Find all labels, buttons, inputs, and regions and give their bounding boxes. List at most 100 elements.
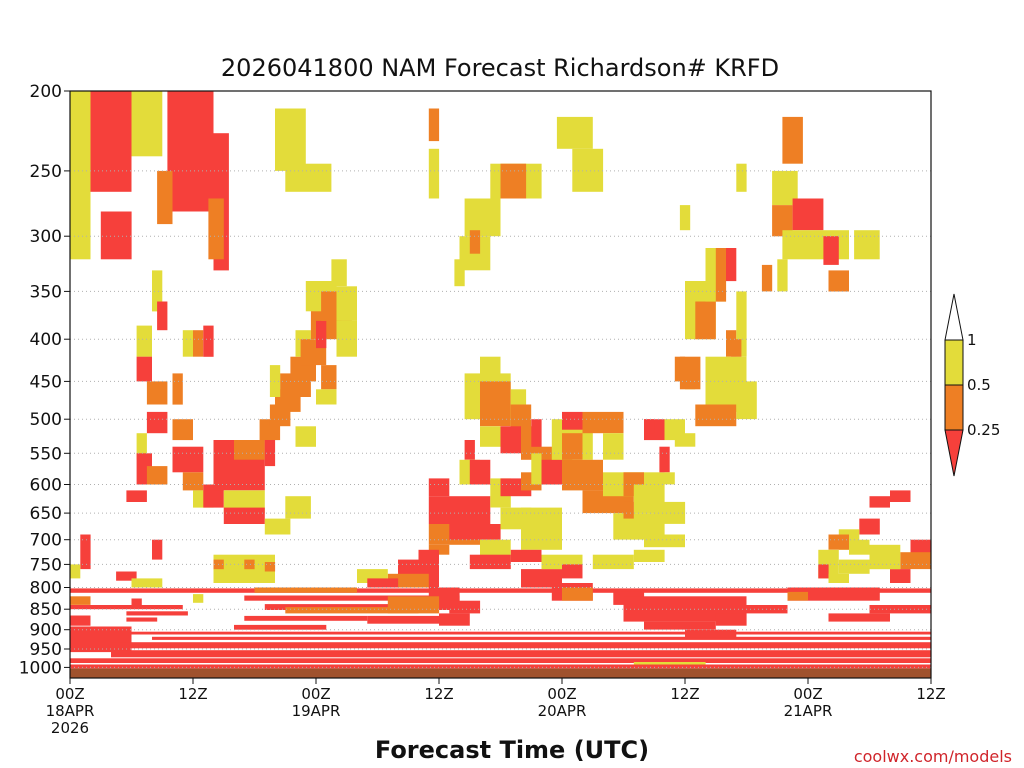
heatmap-cell bbox=[603, 433, 624, 460]
heatmap-cell bbox=[70, 664, 931, 669]
heatmap-cell bbox=[182, 330, 194, 357]
heatmap-cell bbox=[582, 411, 624, 434]
heatmap-cell bbox=[736, 291, 747, 357]
heatmap-cell bbox=[172, 446, 204, 473]
heatmap-cell bbox=[367, 615, 460, 624]
heatmap-cell bbox=[500, 426, 521, 454]
heatmap-cell bbox=[715, 248, 727, 302]
heatmap-cell bbox=[264, 518, 291, 535]
heatmap-cell bbox=[295, 426, 316, 447]
heatmap-cell bbox=[70, 658, 931, 663]
x-tick-label: 20APR bbox=[538, 702, 587, 720]
y-tick-label: 300 bbox=[30, 227, 62, 247]
y-tick-label: 850 bbox=[30, 600, 62, 620]
x-tick-label: 2026 bbox=[51, 719, 89, 737]
x-tick-label: 00Z bbox=[301, 685, 330, 703]
x-tick-label: 19APR bbox=[292, 702, 341, 720]
ground-fill bbox=[70, 668, 931, 678]
x-tick-label: 00Z bbox=[547, 685, 576, 703]
y-tick-label: 350 bbox=[30, 282, 62, 302]
y-tick-label: 650 bbox=[30, 504, 62, 524]
heatmap-cell bbox=[910, 539, 931, 555]
x-axis-label: Forecast Time (UTC) bbox=[375, 736, 649, 764]
heatmap-cell bbox=[336, 286, 357, 321]
heatmap-cell bbox=[316, 389, 337, 405]
heatmap-cell bbox=[182, 472, 204, 491]
heatmap-cell bbox=[854, 230, 880, 260]
heatmap-cell bbox=[167, 91, 214, 212]
heatmap-cell bbox=[244, 595, 460, 601]
heatmap-cell bbox=[136, 325, 152, 357]
heatmap-cell bbox=[126, 490, 147, 502]
heatmap-cell bbox=[331, 259, 347, 287]
heatmap-cell bbox=[761, 264, 773, 292]
heatmap-cell bbox=[157, 170, 173, 225]
heatmap-cell bbox=[275, 108, 306, 171]
heatmap-cell bbox=[464, 198, 501, 237]
heatmap-cell bbox=[116, 571, 137, 581]
x-tick-label: 00Z bbox=[55, 685, 84, 703]
heatmap-cell bbox=[679, 205, 691, 231]
heatmap-cell bbox=[285, 163, 332, 192]
heatmap-cell bbox=[644, 621, 716, 630]
legend-swatch-yellow bbox=[944, 339, 964, 386]
legend-swatch-orange bbox=[944, 384, 964, 431]
heatmap-cell bbox=[111, 650, 931, 658]
heatmap-cell bbox=[869, 605, 931, 614]
heatmap-cell bbox=[480, 539, 511, 560]
heatmap-cell bbox=[562, 564, 583, 579]
heatmap-cell bbox=[792, 198, 824, 231]
heatmap-cell bbox=[70, 615, 91, 626]
heatmap-cell bbox=[131, 578, 163, 588]
heatmap-cell bbox=[418, 549, 439, 562]
y-tick-label: 950 bbox=[30, 640, 62, 660]
heatmap-cell bbox=[146, 411, 168, 434]
heatmap-cell bbox=[428, 478, 450, 497]
heatmap-cell bbox=[510, 404, 532, 434]
x-tick-label: 00Z bbox=[793, 685, 822, 703]
heatmap-cell bbox=[685, 629, 737, 638]
heatmap-cell bbox=[818, 564, 829, 579]
heatmap-cell bbox=[321, 365, 337, 390]
heatmap-cell bbox=[428, 496, 491, 524]
heatmap-cell bbox=[439, 613, 470, 626]
heatmap-cell bbox=[454, 259, 465, 287]
heatmap-cell bbox=[480, 356, 501, 378]
heatmap-cell bbox=[428, 544, 450, 555]
heatmap-cell bbox=[428, 148, 440, 199]
heatmap-cell bbox=[828, 573, 849, 583]
x-tick-label: 12Z bbox=[424, 685, 453, 703]
heatmap-cell bbox=[633, 662, 706, 665]
heatmap-cell bbox=[736, 381, 757, 420]
heatmap-cell bbox=[464, 440, 475, 460]
heatmap-cell bbox=[562, 459, 603, 491]
heatmap-cell bbox=[131, 598, 142, 608]
heatmap-cell bbox=[838, 559, 870, 574]
heatmap-cell bbox=[223, 507, 265, 524]
heatmap-cell bbox=[203, 325, 214, 357]
plot-frame bbox=[69, 90, 932, 679]
heatmap-cell bbox=[157, 301, 168, 331]
y-tick-label: 450 bbox=[30, 372, 62, 392]
heatmap-cell bbox=[869, 496, 890, 508]
heatmap-cell bbox=[80, 534, 91, 570]
heatmap-cell bbox=[772, 205, 793, 237]
heatmap-cell bbox=[126, 617, 158, 622]
heatmap-cell bbox=[828, 613, 890, 622]
legend-label: 1 bbox=[967, 331, 977, 349]
heatmap-cell bbox=[367, 578, 399, 588]
heatmap-cell bbox=[254, 587, 357, 593]
heatmap-cell bbox=[679, 356, 701, 390]
heatmap-cell bbox=[890, 490, 911, 502]
heatmap-cell bbox=[480, 381, 511, 427]
heatmap-cell bbox=[541, 459, 562, 485]
heatmap-cell bbox=[208, 198, 224, 260]
heatmap-cell bbox=[787, 587, 880, 601]
heatmap-cell bbox=[152, 270, 163, 312]
heatmap-cell bbox=[152, 539, 163, 560]
heatmap-cell bbox=[234, 440, 265, 460]
heatmap-cell bbox=[193, 594, 204, 603]
heatmap-cell bbox=[500, 163, 527, 199]
heatmap-cell bbox=[695, 404, 737, 427]
